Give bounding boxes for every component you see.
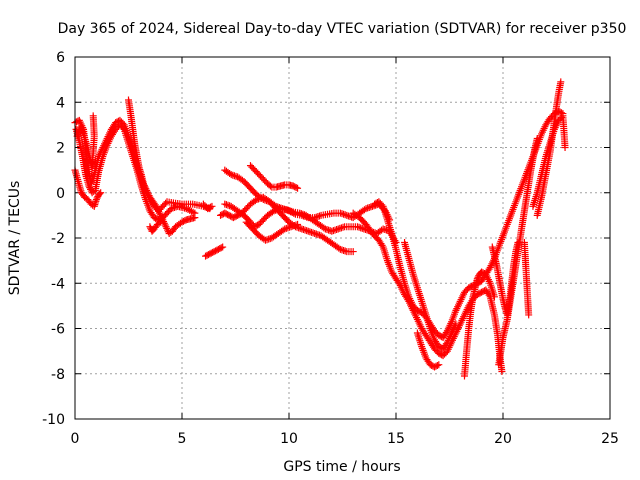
y-tick-label: -6 <box>51 322 65 338</box>
data-point <box>268 208 276 216</box>
data-point <box>191 214 199 222</box>
data-point <box>85 182 93 190</box>
data-point <box>163 224 171 232</box>
data-point <box>156 211 164 219</box>
x-tick-label: 15 <box>387 431 405 447</box>
y-tick-label: 4 <box>56 95 65 111</box>
data-point <box>157 218 165 226</box>
data-point <box>294 184 302 192</box>
data-point <box>77 125 85 133</box>
data-point <box>142 185 150 193</box>
data-point <box>143 186 151 194</box>
data-point <box>156 209 164 217</box>
y-tick-label: -10 <box>42 412 65 428</box>
data-point <box>219 243 227 251</box>
chart-title: Day 365 of 2024, Sidereal Day-to-day VTE… <box>58 21 627 37</box>
data-point <box>378 241 386 249</box>
data-point <box>349 248 357 256</box>
data-point <box>154 206 162 214</box>
data-point <box>533 134 541 142</box>
data-point <box>474 273 482 281</box>
data-point <box>442 340 450 348</box>
y-tick-label: -2 <box>51 231 65 247</box>
data-point <box>498 367 506 375</box>
data-point <box>140 181 148 189</box>
data-point <box>217 244 225 252</box>
data-point <box>514 239 522 247</box>
data-point <box>485 265 493 273</box>
data-point <box>158 214 166 222</box>
y-tick-label: -4 <box>51 276 65 292</box>
x-tick-label: 20 <box>494 431 512 447</box>
data-point <box>153 204 161 212</box>
data-point <box>433 361 441 369</box>
data-point <box>155 219 163 227</box>
data-point <box>155 207 163 215</box>
y-axis-label: SDTVAR / TECUs <box>7 181 23 296</box>
data-point <box>557 78 565 86</box>
x-tick-label: 25 <box>601 431 619 447</box>
data-point <box>86 184 94 192</box>
data-point <box>226 170 234 178</box>
plot-border <box>74 56 611 420</box>
data-point <box>76 123 84 131</box>
data-point <box>294 220 302 228</box>
y-axis-ticks: -10 -8 -6 -4 -2 0 2 4 6 <box>42 50 610 428</box>
data-point <box>144 190 152 198</box>
data-point <box>452 320 460 328</box>
data-point <box>525 311 533 319</box>
data-point <box>96 190 104 198</box>
data-point <box>207 203 215 211</box>
data-point <box>162 199 170 207</box>
data-point <box>79 128 87 136</box>
data-point <box>473 275 481 283</box>
data-point <box>320 224 328 232</box>
data-point <box>266 182 274 190</box>
data-point <box>92 196 100 204</box>
data-point <box>97 189 105 197</box>
y-tick-label: 0 <box>56 186 65 202</box>
data-point <box>279 226 287 234</box>
data-point <box>435 361 443 369</box>
data-point <box>143 188 151 196</box>
data-point <box>561 144 569 151</box>
x-tick-label: 10 <box>280 431 298 447</box>
x-tick-label: 0 <box>71 431 80 447</box>
data-point <box>251 197 259 205</box>
gridlines <box>75 57 610 419</box>
data-point <box>139 180 147 188</box>
x-axis-label: GPS time / hours <box>283 459 400 475</box>
data-point <box>360 206 368 214</box>
data-point <box>152 202 160 210</box>
data-point <box>208 202 216 210</box>
data-point <box>146 223 154 231</box>
data-point <box>490 293 498 301</box>
data-point <box>78 127 86 135</box>
y-tick-label: 6 <box>56 50 65 66</box>
data-points <box>71 78 569 380</box>
data-point <box>335 244 343 252</box>
data-point <box>162 223 170 231</box>
data-point <box>292 183 300 191</box>
data-point <box>141 183 149 191</box>
x-tick-label: 5 <box>178 431 187 447</box>
y-tick-label: -8 <box>51 367 65 383</box>
data-point <box>93 194 101 202</box>
data-point <box>161 221 169 229</box>
data-point <box>89 112 97 120</box>
y-tick-label: 2 <box>56 141 65 157</box>
